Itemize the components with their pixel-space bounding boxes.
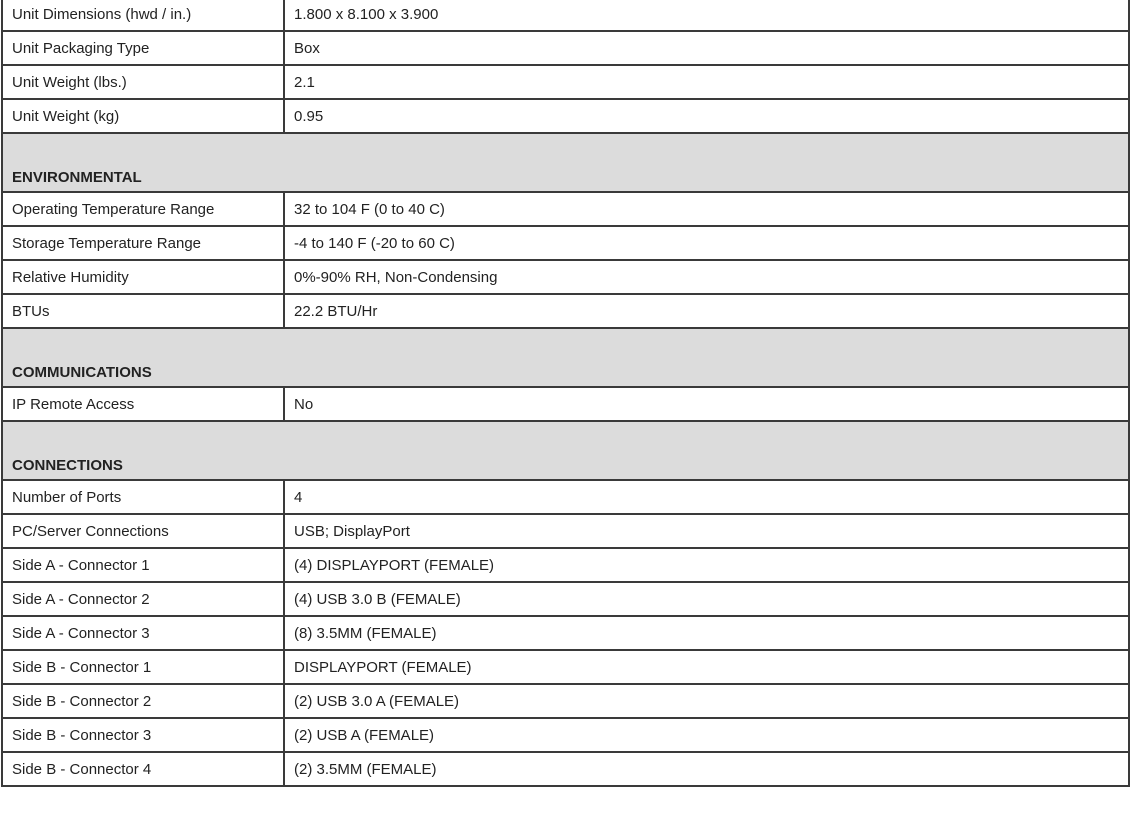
spec-value: 0%-90% RH, Non-Condensing <box>283 259 1130 295</box>
table-row: Side B - Connector 4 (2) 3.5MM (FEMALE) <box>1 751 1130 787</box>
table-row: Side B - Connector 1 DISPLAYPORT (FEMALE) <box>1 649 1130 685</box>
spec-value: 2.1 <box>283 64 1130 100</box>
section-header: CONNECTIONS <box>1 420 1130 481</box>
spec-label: Side B - Connector 2 <box>1 683 285 719</box>
table-row: Side B - Connector 2 (2) USB 3.0 A (FEMAL… <box>1 683 1130 719</box>
spec-value: (8) 3.5MM (FEMALE) <box>283 615 1130 651</box>
spec-label: Number of Ports <box>1 479 285 515</box>
spec-label: Unit Dimensions (hwd / in.) <box>1 0 285 32</box>
spec-label: Unit Weight (kg) <box>1 98 285 134</box>
spec-label: Unit Packaging Type <box>1 30 285 66</box>
spec-value: (2) USB A (FEMALE) <box>283 717 1130 753</box>
table-row: Unit Weight (lbs.) 2.1 <box>1 64 1130 100</box>
table-row: IP Remote Access No <box>1 386 1130 422</box>
spec-label: Side A - Connector 3 <box>1 615 285 651</box>
spec-value: 4 <box>283 479 1130 515</box>
spec-label: Storage Temperature Range <box>1 225 285 261</box>
spec-label: PC/Server Connections <box>1 513 285 549</box>
section-header: COMMUNICATIONS <box>1 327 1130 388</box>
spec-value: 22.2 BTU/Hr <box>283 293 1130 329</box>
table-row: Operating Temperature Range 32 to 104 F (… <box>1 191 1130 227</box>
spec-value: DISPLAYPORT (FEMALE) <box>283 649 1130 685</box>
spec-value: (2) 3.5MM (FEMALE) <box>283 751 1130 787</box>
spec-label: Side A - Connector 2 <box>1 581 285 617</box>
spec-label: Side B - Connector 4 <box>1 751 285 787</box>
spec-value: (4) USB 3.0 B (FEMALE) <box>283 581 1130 617</box>
spec-value: No <box>283 386 1130 422</box>
spec-value: 1.800 x 8.100 x 3.900 <box>283 0 1130 32</box>
spec-value: 0.95 <box>283 98 1130 134</box>
table-row: Side B - Connector 3 (2) USB A (FEMALE) <box>1 717 1130 753</box>
table-row: Unit Dimensions (hwd / in.) 1.800 x 8.100… <box>1 0 1130 32</box>
spec-label: Relative Humidity <box>1 259 285 295</box>
spec-label: Side B - Connector 3 <box>1 717 285 753</box>
spec-label: IP Remote Access <box>1 386 285 422</box>
spec-value: 32 to 104 F (0 to 40 C) <box>283 191 1130 227</box>
table-row: PC/Server Connections USB; DisplayPort <box>1 513 1130 549</box>
spec-value: USB; DisplayPort <box>283 513 1130 549</box>
section-header: ENVIRONMENTAL <box>1 132 1130 193</box>
spec-value: Box <box>283 30 1130 66</box>
spec-label: BTUs <box>1 293 285 329</box>
table-row: Side A - Connector 2 (4) USB 3.0 B (FEMAL… <box>1 581 1130 617</box>
spec-table: Unit Dimensions (hwd / in.) 1.800 x 8.100… <box>1 0 1130 787</box>
table-row: Number of Ports 4 <box>1 479 1130 515</box>
spec-label: Side B - Connector 1 <box>1 649 285 685</box>
table-row: Relative Humidity 0%-90% RH, Non-Condensi… <box>1 259 1130 295</box>
spec-label: Unit Weight (lbs.) <box>1 64 285 100</box>
table-row: Unit Packaging Type Box <box>1 30 1130 66</box>
section-title: ENVIRONMENTAL <box>1 132 1130 193</box>
spec-label: Side A - Connector 1 <box>1 547 285 583</box>
table-row: BTUs 22.2 BTU/Hr <box>1 293 1130 329</box>
section-title: CONNECTIONS <box>1 420 1130 481</box>
spec-value: (2) USB 3.0 A (FEMALE) <box>283 683 1130 719</box>
table-row: Side A - Connector 3 (8) 3.5MM (FEMALE) <box>1 615 1130 651</box>
spec-value: -4 to 140 F (-20 to 60 C) <box>283 225 1130 261</box>
spec-label: Operating Temperature Range <box>1 191 285 227</box>
table-row: Storage Temperature Range -4 to 140 F (-2… <box>1 225 1130 261</box>
spec-value: (4) DISPLAYPORT (FEMALE) <box>283 547 1130 583</box>
section-title: COMMUNICATIONS <box>1 327 1130 388</box>
table-row: Side A - Connector 1 (4) DISPLAYPORT (FEM… <box>1 547 1130 583</box>
table-row: Unit Weight (kg) 0.95 <box>1 98 1130 134</box>
